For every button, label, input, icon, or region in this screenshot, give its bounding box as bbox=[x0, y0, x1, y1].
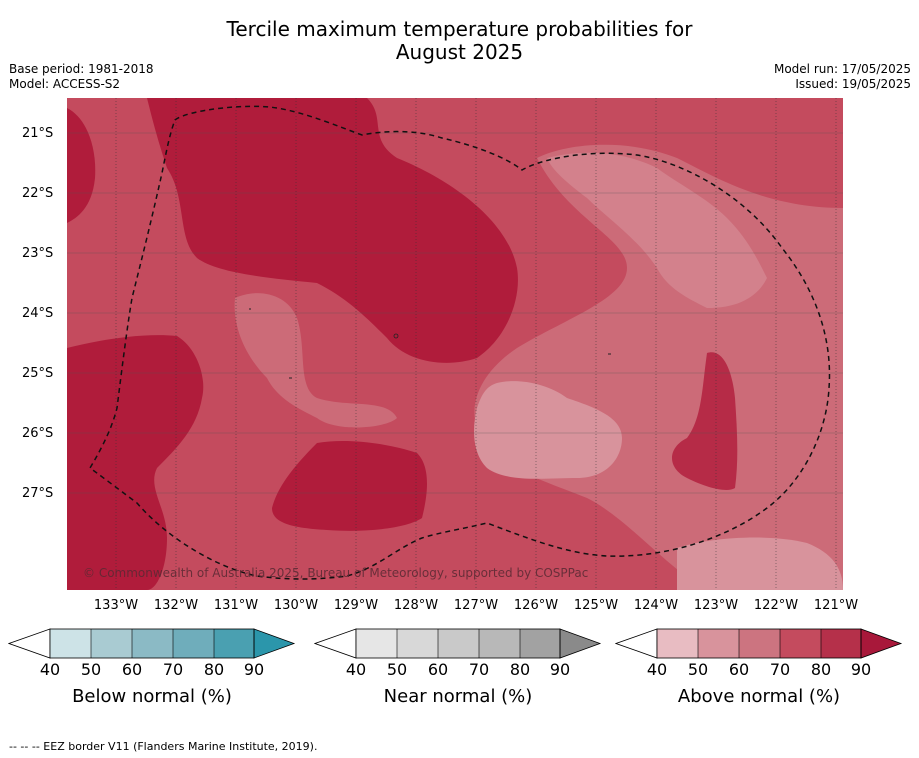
colorbar-segment bbox=[50, 629, 91, 658]
colorbar-min-arrow bbox=[314, 628, 357, 659]
colorbar-segment bbox=[520, 629, 560, 658]
lon-label: 127°W bbox=[453, 598, 499, 613]
meta-left: Base period: 1981-2018 Model: ACCESS-S2 bbox=[9, 62, 154, 92]
colorbar-tick: 50 bbox=[80, 660, 102, 679]
colorbar-tick: 40 bbox=[646, 660, 668, 679]
colorbar-segment bbox=[821, 629, 861, 658]
longitude-gridlines bbox=[115, 98, 837, 590]
colorbar-max-arrow bbox=[253, 628, 296, 659]
colorbar-tick: 60 bbox=[427, 660, 449, 679]
lon-label: 129°W bbox=[333, 598, 379, 613]
lon-label: 132°W bbox=[153, 598, 199, 613]
colorbar-near-normal bbox=[314, 628, 602, 659]
region-60-70-west bbox=[234, 293, 397, 428]
meta-right: Model run: 17/05/2025 Issued: 19/05/2025 bbox=[774, 62, 911, 92]
colorbar-tick: 90 bbox=[243, 660, 265, 679]
region-80-90-north bbox=[147, 98, 518, 363]
map-title: Tercile maximum temperature probabilitie… bbox=[0, 18, 919, 64]
colorbar-tick: 90 bbox=[549, 660, 571, 679]
colorbar-tick: 80 bbox=[810, 660, 832, 679]
lat-label: 24°S bbox=[22, 306, 54, 321]
colorbar-segment bbox=[91, 629, 132, 658]
map-title-line2: August 2025 bbox=[395, 40, 524, 64]
colorbar-segment bbox=[479, 629, 520, 658]
lat-label: 22°S bbox=[22, 186, 54, 201]
colorbar-label-below: Below normal (%) bbox=[72, 686, 232, 707]
colorbar-segment bbox=[132, 629, 173, 658]
colorbar-segment bbox=[173, 629, 214, 658]
map-title-line1: Tercile maximum temperature probabilitie… bbox=[226, 17, 693, 41]
lon-label: 133°W bbox=[93, 598, 139, 613]
region-50-60-northeast bbox=[547, 152, 767, 308]
colorbar-segment bbox=[438, 629, 479, 658]
colorbar-below-normal bbox=[8, 628, 296, 659]
colorbar-tick: 70 bbox=[162, 660, 184, 679]
colorbar-segment bbox=[356, 629, 397, 658]
colorbar-tick: 90 bbox=[850, 660, 872, 679]
copyright-text: © Commonwealth of Australia 2025, Bureau… bbox=[83, 566, 588, 580]
colorbar-tick: 80 bbox=[203, 660, 225, 679]
island-marker bbox=[393, 333, 399, 339]
lat-label: 23°S bbox=[22, 246, 54, 261]
colorbar-segment bbox=[698, 629, 739, 658]
colorbar-tick: 40 bbox=[39, 660, 61, 679]
lon-label: 121°W bbox=[813, 598, 859, 613]
colorbar-max-arrow bbox=[860, 628, 903, 659]
lon-label: 124°W bbox=[633, 598, 679, 613]
colorbar-segment bbox=[397, 629, 438, 658]
lat-label: 27°S bbox=[22, 486, 54, 501]
eez-footnote: -- -- -- EEZ border V11 (Flanders Marine… bbox=[9, 740, 318, 753]
colorbar-label-near: Near normal (%) bbox=[383, 686, 533, 707]
colorbar-segment bbox=[214, 629, 254, 658]
colorbar-tick: 60 bbox=[728, 660, 750, 679]
region-80-90-west bbox=[67, 335, 204, 590]
region-80-90-northwest bbox=[67, 108, 96, 223]
issued-text: Issued: 19/05/2025 bbox=[795, 77, 911, 91]
colorbar-label-above: Above normal (%) bbox=[677, 686, 841, 707]
colorbar-tick: 70 bbox=[769, 660, 791, 679]
region-80-90-east bbox=[672, 352, 738, 490]
lat-label: 25°S bbox=[22, 366, 54, 381]
lon-label: 122°W bbox=[753, 598, 799, 613]
colorbar-tick: 70 bbox=[468, 660, 490, 679]
lon-label: 131°W bbox=[213, 598, 259, 613]
colorbar-max-arrow bbox=[559, 628, 602, 659]
colorbar-segment bbox=[657, 629, 698, 658]
colorbar-above-normal bbox=[615, 628, 903, 659]
base-period-text: Base period: 1981-2018 bbox=[9, 62, 154, 76]
model-text: Model: ACCESS-S2 bbox=[9, 77, 121, 91]
colorbar-tick: 50 bbox=[687, 660, 709, 679]
colorbar-tick: 80 bbox=[509, 660, 531, 679]
lon-label: 125°W bbox=[573, 598, 619, 613]
lon-label: 128°W bbox=[393, 598, 439, 613]
colorbar-tick: 40 bbox=[345, 660, 367, 679]
colorbar-segment bbox=[739, 629, 780, 658]
region-50-60-southeast bbox=[677, 537, 843, 590]
region-50-60-center bbox=[474, 381, 622, 479]
lat-label: 26°S bbox=[22, 426, 54, 441]
colorbar-min-arrow bbox=[615, 628, 658, 659]
region-80-90-south bbox=[272, 441, 427, 531]
colorbar-tick: 60 bbox=[121, 660, 143, 679]
lon-label: 123°W bbox=[693, 598, 739, 613]
lon-label: 130°W bbox=[273, 598, 319, 613]
colorbar-tick: 50 bbox=[386, 660, 408, 679]
lon-label: 126°W bbox=[513, 598, 559, 613]
eez-border bbox=[89, 105, 831, 580]
lat-label: 21°S bbox=[22, 126, 54, 141]
probability-map: © Commonwealth of Australia 2025, Bureau… bbox=[67, 98, 843, 590]
model-run-text: Model run: 17/05/2025 bbox=[773, 62, 911, 76]
colorbar-segment bbox=[780, 629, 821, 658]
colorbar-min-arrow bbox=[8, 628, 51, 659]
latitude-gridlines bbox=[67, 132, 843, 494]
